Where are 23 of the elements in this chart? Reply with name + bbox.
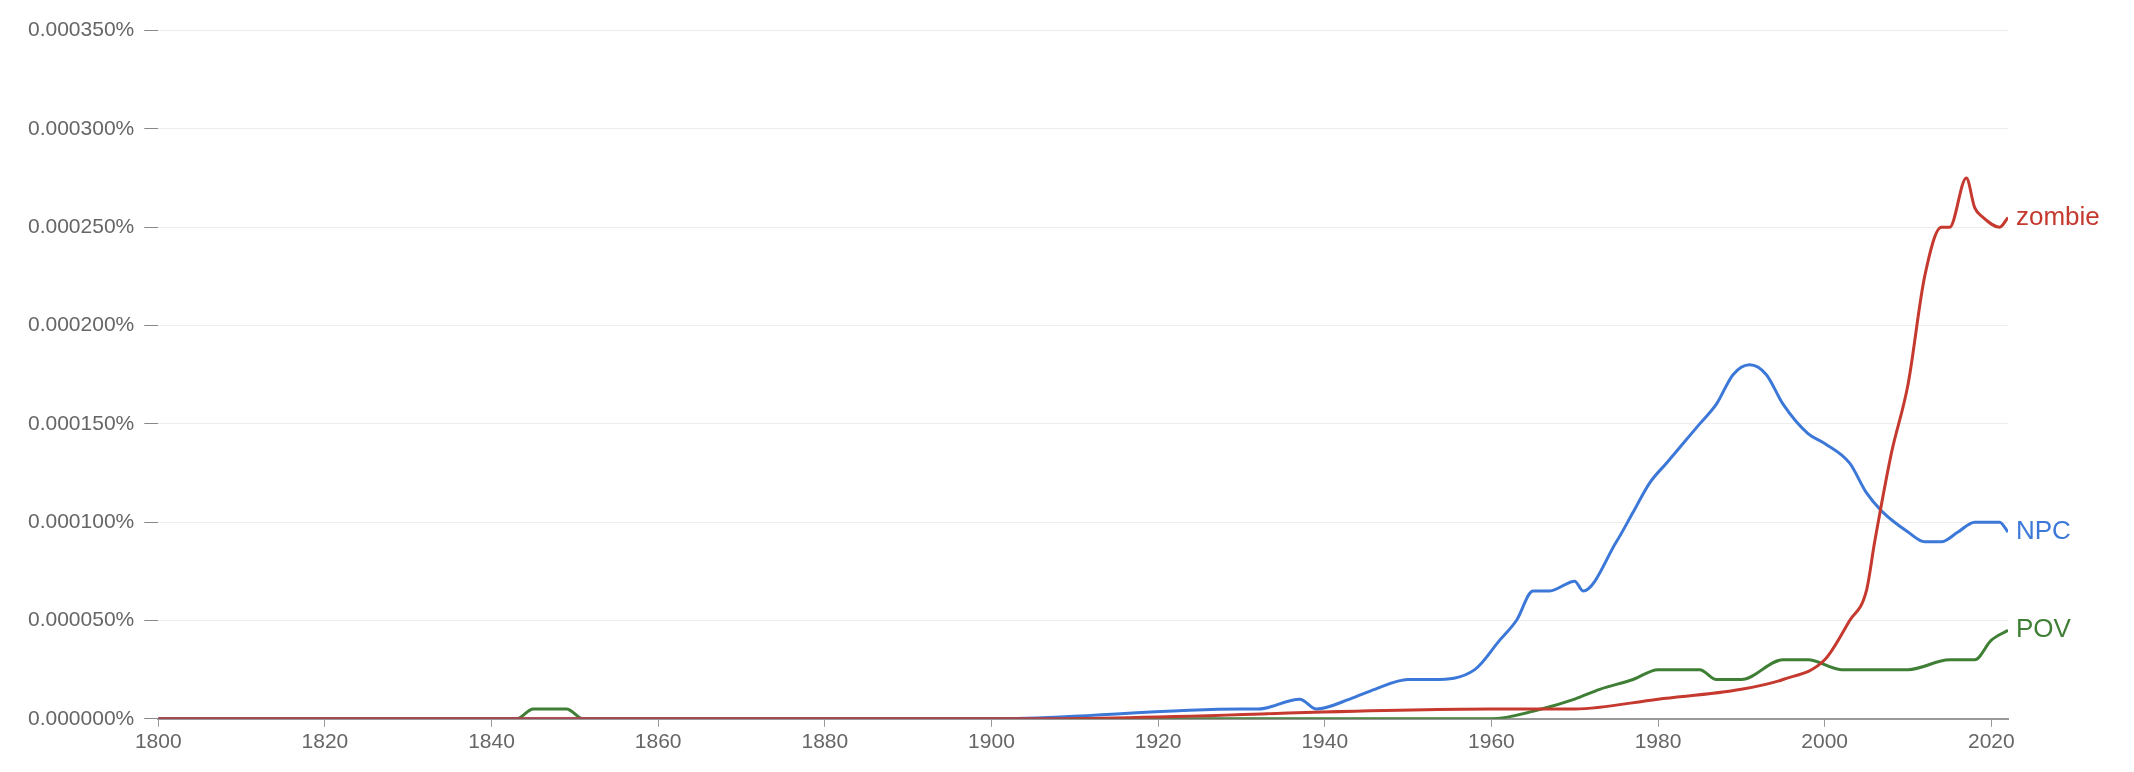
x-tick-label: 1820 [301,729,349,753]
series-label: POV [2016,613,2072,644]
x-tick-label: 1840 [468,729,515,753]
series-label: NPC [2016,515,2071,546]
x-tick-label: 1940 [1301,729,1349,753]
y-tick-label: 0.000100% [28,508,135,532]
y-tick-label: 0.000200% [28,312,135,336]
x-tick-label: 1880 [801,729,849,753]
x-tick-label: 1860 [634,729,682,753]
y-tick-label: 0.000300% [28,115,135,139]
x-tick-label: 1900 [968,729,1015,753]
series-label: zombie [2016,200,2100,231]
y-tick-label: 0.000250% [28,214,135,238]
y-tick-label: 0.000000% [28,705,135,729]
x-tick-label: 2020 [1967,729,2015,753]
x-tick-label: 1920 [1134,729,1182,753]
y-tick-label: 0.000050% [28,607,135,631]
x-tick-label: 2000 [1801,729,1849,753]
x-tick-label: 1960 [1468,729,1515,753]
x-tick-label: 1800 [134,729,182,753]
y-tick-label: 0.000350% [28,17,135,41]
y-tick-label: 0.000150% [28,410,135,434]
x-tick-label: 1980 [1634,729,1682,753]
